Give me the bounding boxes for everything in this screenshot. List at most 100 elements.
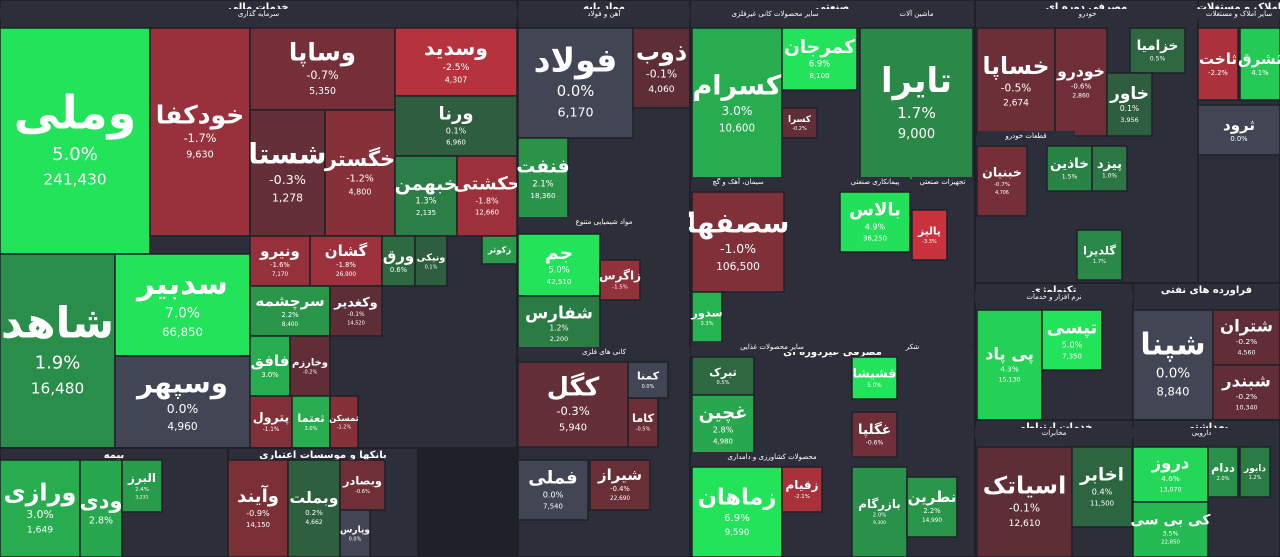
stock-symbol: پترول [253, 410, 289, 425]
sector-title: صنعتی [816, 2, 850, 13]
stock-value: 6,960 [446, 138, 466, 146]
stock-change: 1.2% [549, 324, 568, 333]
stock-change: 0.1% [1120, 104, 1139, 113]
stock-symbol: زماهان [698, 484, 777, 510]
stock-symbol: دابور [1243, 464, 1266, 474]
stock-tile [394, 27, 518, 97]
sector-title: خدمات مالی [228, 2, 288, 13]
stock-tile [1106, 72, 1153, 137]
subgroup-title: مخابرات [1042, 429, 1067, 437]
stock-value: 42,510 [547, 277, 572, 286]
stock-symbol: شیراز [597, 466, 642, 484]
stock-change: 3.0% [305, 426, 318, 432]
stock-change: 1.3% [415, 196, 436, 206]
stock-tile [339, 459, 386, 511]
stock-symbol: جم [545, 243, 573, 264]
sector-title: مصرفی غیردوره ای [783, 347, 882, 358]
stock-symbol: زاگرس [599, 269, 641, 283]
subgroup-band [0, 9, 517, 19]
stock-tile [691, 466, 783, 557]
stock-symbol: زقیام [786, 478, 819, 493]
stock-tile [249, 395, 293, 449]
stock-change: 4.9% [865, 221, 886, 231]
stock-change: -0.5% [1001, 82, 1031, 94]
stock-change: -0.7% [994, 182, 1010, 188]
subgroup-title: کانی های فلزی [582, 348, 627, 356]
stock-change: 0.0% [349, 537, 362, 543]
stock-change: 2.1% [532, 179, 553, 189]
stock-tile [339, 509, 371, 557]
stock-value: 4,307 [445, 75, 467, 84]
stock-symbol: وپارس [340, 526, 370, 536]
stock-change: 4.6% [1161, 474, 1180, 483]
stock-change: -2.5% [443, 62, 470, 73]
stock-symbol: ددام [1211, 461, 1235, 474]
stock-value: 7,350 [1062, 352, 1082, 360]
stock-symbol: گلدیرا [1083, 243, 1116, 257]
stock-tile [1197, 27, 1239, 101]
stock-symbol: البرز [127, 471, 156, 485]
stock-tile [1207, 446, 1239, 498]
stock-symbol: کمرجان [784, 37, 855, 58]
stock-change: -0.9% [246, 508, 270, 518]
stock-tile [691, 191, 785, 293]
stock-value: 22,690 [610, 496, 630, 502]
stock-symbol: قشیشا [853, 366, 897, 381]
stock-tile [414, 235, 448, 287]
stock-tile [1129, 27, 1186, 74]
stock-symbol: فافق [251, 352, 290, 370]
subgroup-title: سایر محصولات غذایی [740, 343, 804, 351]
stock-change: 3.5% [1163, 530, 1179, 537]
stock-change: 0.0% [642, 384, 655, 390]
stock-symbol: ونیرو [259, 242, 300, 260]
stock-change: 4.3% [1000, 364, 1019, 373]
stock-change: -2.1% [794, 494, 810, 500]
stock-symbol: خگستر [324, 146, 395, 171]
stock-symbol: سرچشمه [255, 292, 324, 311]
stock-symbol: ثعتما [297, 411, 324, 425]
stock-tile [839, 191, 911, 253]
stock-change: -1.2% [346, 173, 374, 184]
stock-tile [517, 233, 601, 297]
stock-value: 13,070 [1159, 486, 1181, 493]
stock-change: 5.0% [548, 265, 569, 275]
stock-change: 2.2% [923, 507, 941, 515]
stock-change: 3.0% [261, 371, 279, 379]
stock-change: 3.3% [701, 321, 714, 327]
stock-tile [1132, 501, 1209, 557]
stock-symbol: شبندر [1221, 372, 1271, 391]
stock-symbol: ثمسکن [329, 413, 359, 424]
stock-change: -0.1% [646, 68, 677, 81]
subgroup-title: ماشین آلات [900, 9, 934, 18]
subgroup-title: خودرو [1078, 10, 1097, 18]
subgroup-band [518, 347, 690, 357]
stock-value: 14,990 [922, 518, 942, 524]
stock-change: 0.4% [1092, 486, 1113, 496]
stock-change: 5.0% [867, 383, 882, 389]
stock-change: 2.8% [713, 424, 734, 434]
subgroup-title: تجهیزات صنعتی [920, 178, 966, 186]
subgroup-band [912, 177, 973, 187]
stock-change: 0.6% [390, 266, 408, 274]
stock-change: 5.0% [1062, 339, 1083, 349]
stock-value: 4,560 [1237, 349, 1255, 356]
stock-change: -0.6% [1071, 82, 1092, 90]
stock-tile [691, 356, 755, 396]
stock-value: 4,960 [167, 421, 198, 433]
stock-symbol: غچین [699, 403, 748, 424]
stock-value: 15,130 [999, 377, 1021, 384]
stock-symbol: تبرک [709, 365, 737, 379]
stock-value: 12,610 [1009, 519, 1041, 529]
stock-symbol: وآیند [237, 484, 279, 507]
stock-symbol: اخابر [1079, 465, 1124, 486]
stock-change: -0.2% [303, 370, 318, 376]
stock-tile [851, 411, 898, 458]
stock-value: 8,100 [809, 71, 830, 80]
stock-symbol: اسیاتک [983, 472, 1067, 500]
stock-change: -1.0% [720, 241, 756, 256]
stock-value: 4,706 [995, 190, 1009, 196]
stock-symbol: ورنا [438, 104, 473, 125]
sector-title: فراورده های نفتی [1161, 285, 1252, 296]
subgroup-band [977, 131, 1075, 141]
stock-value: 1,278 [272, 191, 303, 204]
